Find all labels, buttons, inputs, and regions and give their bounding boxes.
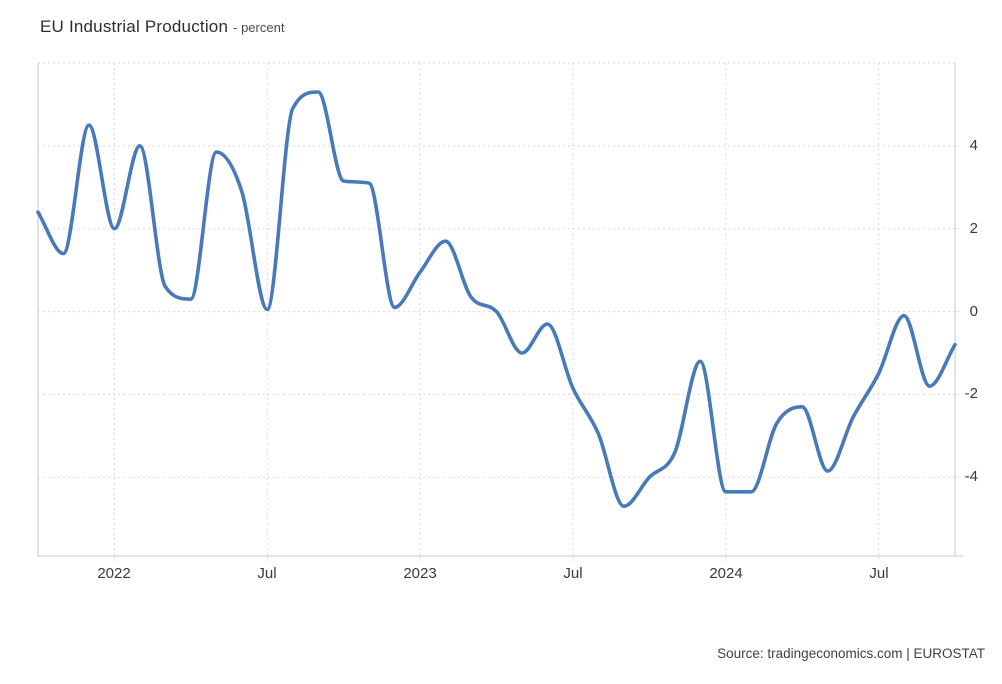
- y-tick-label: -4: [964, 468, 978, 485]
- y-tick-label: 2: [969, 220, 978, 237]
- x-tick-label: Jul: [257, 565, 277, 582]
- x-tick-label: Jul: [869, 565, 889, 582]
- y-tick-label: -2: [964, 385, 978, 402]
- source-attribution: Source: tradingeconomics.com | EUROSTAT: [717, 646, 985, 661]
- x-tick-label: 2024: [709, 565, 743, 582]
- chart-title: EU Industrial Production: [40, 17, 229, 36]
- series-line: [36, 90, 957, 509]
- y-tick-label: 0: [969, 303, 978, 320]
- chart-subtitle: - percent: [233, 20, 285, 35]
- x-tick-label: Jul: [563, 565, 583, 582]
- x-tick-label: 2022: [97, 565, 131, 582]
- axis-borders: [37, 63, 963, 561]
- y-tick-label: 4: [969, 137, 978, 154]
- chart-header: EU Industrial Production - percent: [40, 17, 284, 37]
- x-tick-label: 2023: [403, 565, 437, 582]
